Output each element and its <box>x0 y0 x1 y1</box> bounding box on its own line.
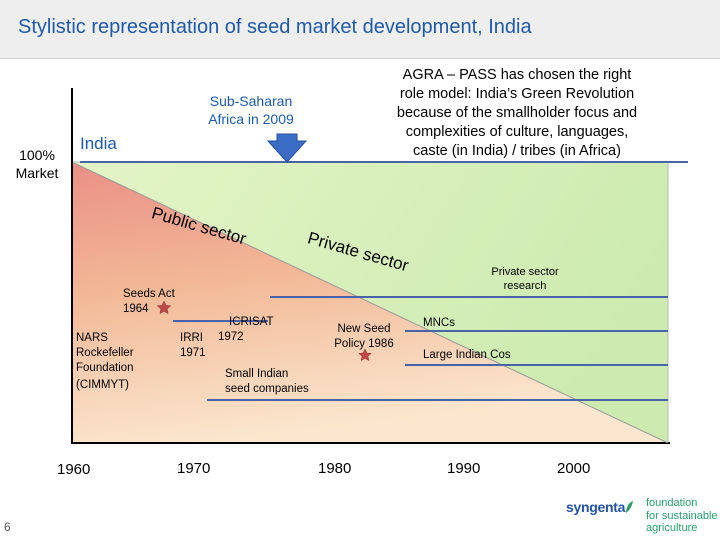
seeds-act-label: Seeds Act 1964 <box>123 287 175 317</box>
nars-line-2: Rockefeller <box>76 347 134 359</box>
irri-label: IRRI 1971 <box>180 331 206 361</box>
agra-callout: AGRA – PASS has chosen the right role mo… <box>372 66 662 161</box>
ssa-line-2: Africa in 2009 <box>208 111 294 127</box>
new-seed-policy-line-2: Policy 1986 <box>334 338 394 350</box>
title-bar <box>0 0 720 59</box>
new-seed-policy-line-1: New Seed <box>337 323 391 335</box>
nars-label: NARS Rockefeller Foundation (CIMMYT) <box>76 331 134 393</box>
slide-title: Stylistic representation of seed market … <box>18 16 532 38</box>
agra-line-5: caste (in India) / tribes (in Africa) <box>413 143 621 159</box>
icrisat-label: ICRISAT 1972 <box>218 315 274 345</box>
foundation-line-2: for sustainable <box>646 509 718 522</box>
icrisat-line-1: ICRISAT <box>229 316 274 328</box>
ssa-arrow <box>266 133 308 163</box>
year-2000: 2000 <box>557 460 591 477</box>
irri-line-1: IRRI <box>180 332 203 344</box>
year-1960: 1960 <box>57 461 91 478</box>
foundation-line-1: foundation <box>646 497 698 509</box>
seeds-act-line-2: 1964 <box>123 303 149 315</box>
agra-line-1: AGRA – PASS has chosen the right <box>402 67 632 83</box>
ssa-line-1: Sub-Saharan <box>209 93 293 109</box>
market-line-2: Market <box>15 165 59 181</box>
market-line-1: 100% <box>19 147 55 163</box>
agra-line-3: because of the smallholder focus and <box>396 105 638 121</box>
page-number: 6 <box>4 520 11 534</box>
small-cos-label: Small Indian seed companies <box>225 367 309 397</box>
private-research-line-1: Private sector <box>491 266 559 278</box>
syngenta-leaf-icon <box>626 501 633 513</box>
seeds-act-line-1: Seeds Act <box>123 288 175 300</box>
agra-line-4: complexities of culture, languages, <box>405 124 629 140</box>
new-seed-policy-star <box>358 348 372 362</box>
mncs-label: MNCs <box>423 317 455 329</box>
nars-line-1: NARS <box>76 332 108 344</box>
year-1990: 1990 <box>447 460 481 477</box>
agra-line-2: role model: India’s Green Revolution <box>399 86 635 102</box>
private-research-line-2: research <box>503 280 547 292</box>
irri-line-2: 1971 <box>180 347 206 359</box>
new-seed-policy-label: New Seed Policy 1986 <box>326 322 402 352</box>
foundation-line-3: agriculture <box>646 522 698 534</box>
syngenta-wordmark: syngenta <box>566 499 626 515</box>
nars-line-3: Foundation <box>76 362 134 374</box>
nars-line-4: (CIMMYT) <box>76 379 130 391</box>
india-label: India <box>80 134 117 153</box>
icrisat-line-2: 1972 <box>218 331 244 343</box>
ssa-label: Sub-Saharan Africa in 2009 <box>196 92 306 128</box>
year-1980: 1980 <box>318 460 352 477</box>
small-cos-line-2: seed companies <box>225 383 309 395</box>
trend-diagonal <box>73 162 669 444</box>
seeds-act-star <box>156 300 172 315</box>
foundation-text: foundation for sustainable agriculture <box>646 497 718 535</box>
large-cos-label: Large Indian Cos <box>423 349 511 361</box>
market-label: 100% Market <box>8 146 66 182</box>
small-cos-line-1: Small Indian <box>225 368 289 380</box>
private-research-label: Private sector research <box>486 265 564 293</box>
year-1970: 1970 <box>177 460 211 477</box>
